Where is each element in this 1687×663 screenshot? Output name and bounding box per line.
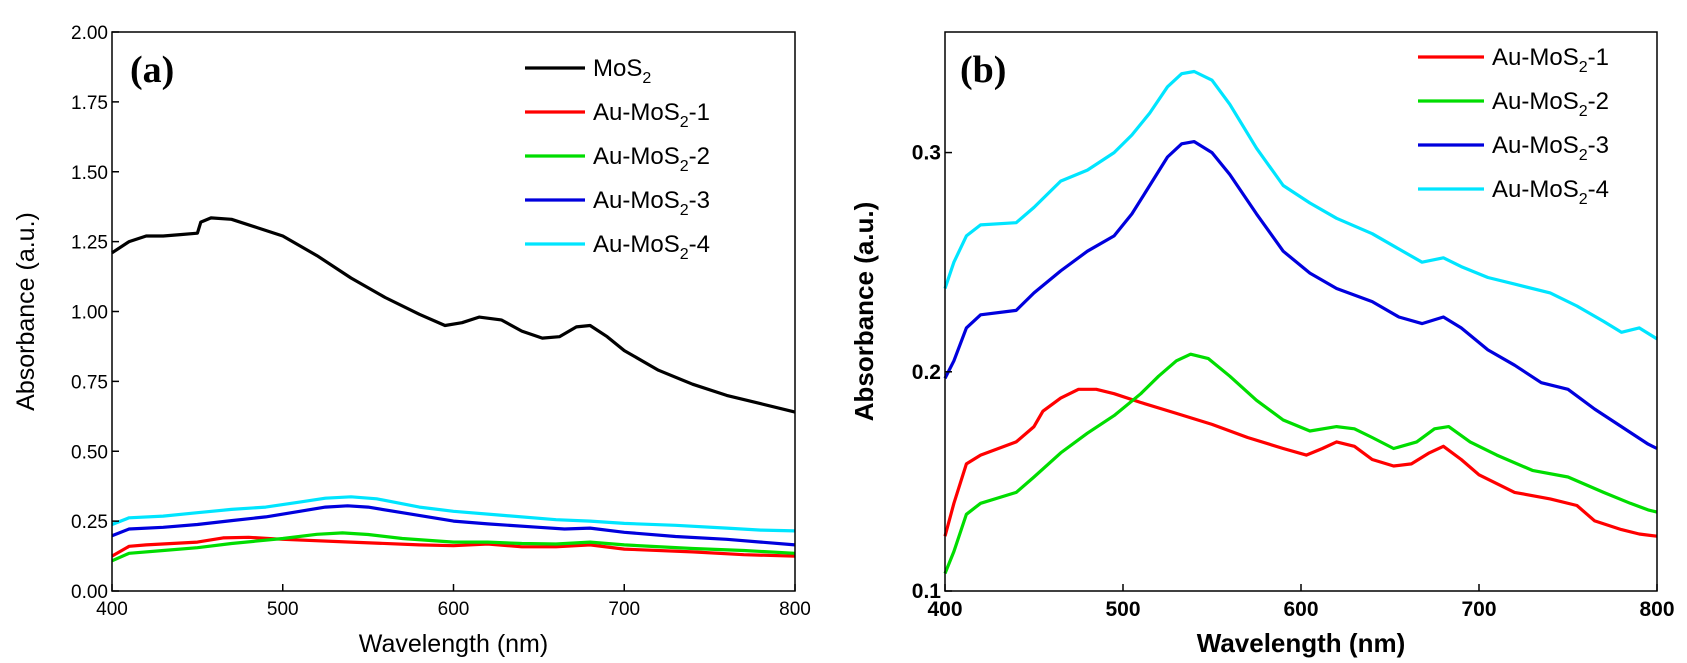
panel-label: (a): [130, 49, 174, 91]
y-tick-label: 0.3: [912, 142, 941, 165]
plot-frame: [944, 31, 1658, 592]
y-tick-label: 0.1: [912, 580, 942, 603]
legend-label-1: MoS2: [593, 55, 651, 87]
series-line-2: [111, 535, 796, 558]
chart-panel-b: 400 500 600 700 800 0.1 0.2 0.3 Wavelength (nm) A…: [849, 31, 1675, 658]
legend: Au-MoS2-1 Au-MoS2-2 Au-MoS2-3 Au-MoS2-4: [1418, 44, 1609, 208]
x-tick-label: 500: [1105, 598, 1140, 621]
x-tick-label: 800: [1639, 598, 1674, 621]
series-line-5: [111, 495, 796, 533]
x-tick-label: 400: [927, 598, 962, 621]
y-tick-label: 0.50: [71, 442, 108, 463]
x-tick-label: 800: [779, 599, 811, 620]
legend-label-4: Au-MoS2-4: [1492, 176, 1609, 208]
y-tick-label: 0.25: [71, 512, 108, 533]
x-tick-label: 700: [608, 599, 640, 620]
series-line-1: [943, 387, 1658, 538]
y-tick-label: 1.00: [71, 303, 108, 324]
chart-panel-a: 400 500 600 700 800 0.00 0.25 0.50 0.75 1.00 1.25 1…: [12, 23, 811, 658]
y-axis-label: Absorbance (a.u.): [12, 212, 40, 411]
series-line-4: [943, 69, 1658, 341]
legend: MoS2 Au-MoS2-1 Au-MoS2-2 Au-MoS2-3 Au-MoS2-4: [525, 55, 710, 263]
legend-label-3: Au-MoS2-2: [593, 143, 710, 175]
y-tick-label: 1.75: [71, 93, 108, 114]
y-tick-label: 1.25: [71, 233, 108, 254]
panel-label: (b): [960, 49, 1006, 91]
series-line-1: [111, 216, 796, 414]
x-tick-label: 600: [438, 599, 470, 620]
y-tick-label: 1.50: [71, 163, 108, 184]
y-tick-label: 0.75: [71, 372, 108, 393]
legend-label-1: Au-MoS2-1: [1492, 44, 1609, 76]
x-tick-label: 700: [1461, 598, 1496, 621]
x-axis-label: Wavelength (nm): [359, 630, 548, 658]
series-line-3: [111, 531, 796, 563]
x-tick-label: 400: [96, 599, 128, 620]
legend-label-2: Au-MoS2-2: [1492, 88, 1609, 120]
y-axis-label: Absorbance (a.u.): [849, 202, 879, 422]
x-tick-label: 600: [1283, 598, 1318, 621]
x-axis-label: Wavelength (nm): [1197, 628, 1405, 658]
y-tick-label: 2.00: [71, 23, 108, 44]
series-line-2: [943, 352, 1658, 575]
series-line-3: [943, 140, 1658, 450]
series-line-4: [111, 504, 796, 547]
legend-label-3: Au-MoS2-3: [1492, 132, 1609, 164]
y-tick-label: 0.00: [71, 582, 108, 603]
legend-label-5: Au-MoS2-4: [593, 231, 710, 263]
legend-label-2: Au-MoS2-1: [593, 99, 710, 131]
y-tick-label: 0.2: [912, 361, 941, 384]
x-tick-label: 500: [267, 599, 299, 620]
legend-label-4: Au-MoS2-3: [593, 187, 710, 219]
